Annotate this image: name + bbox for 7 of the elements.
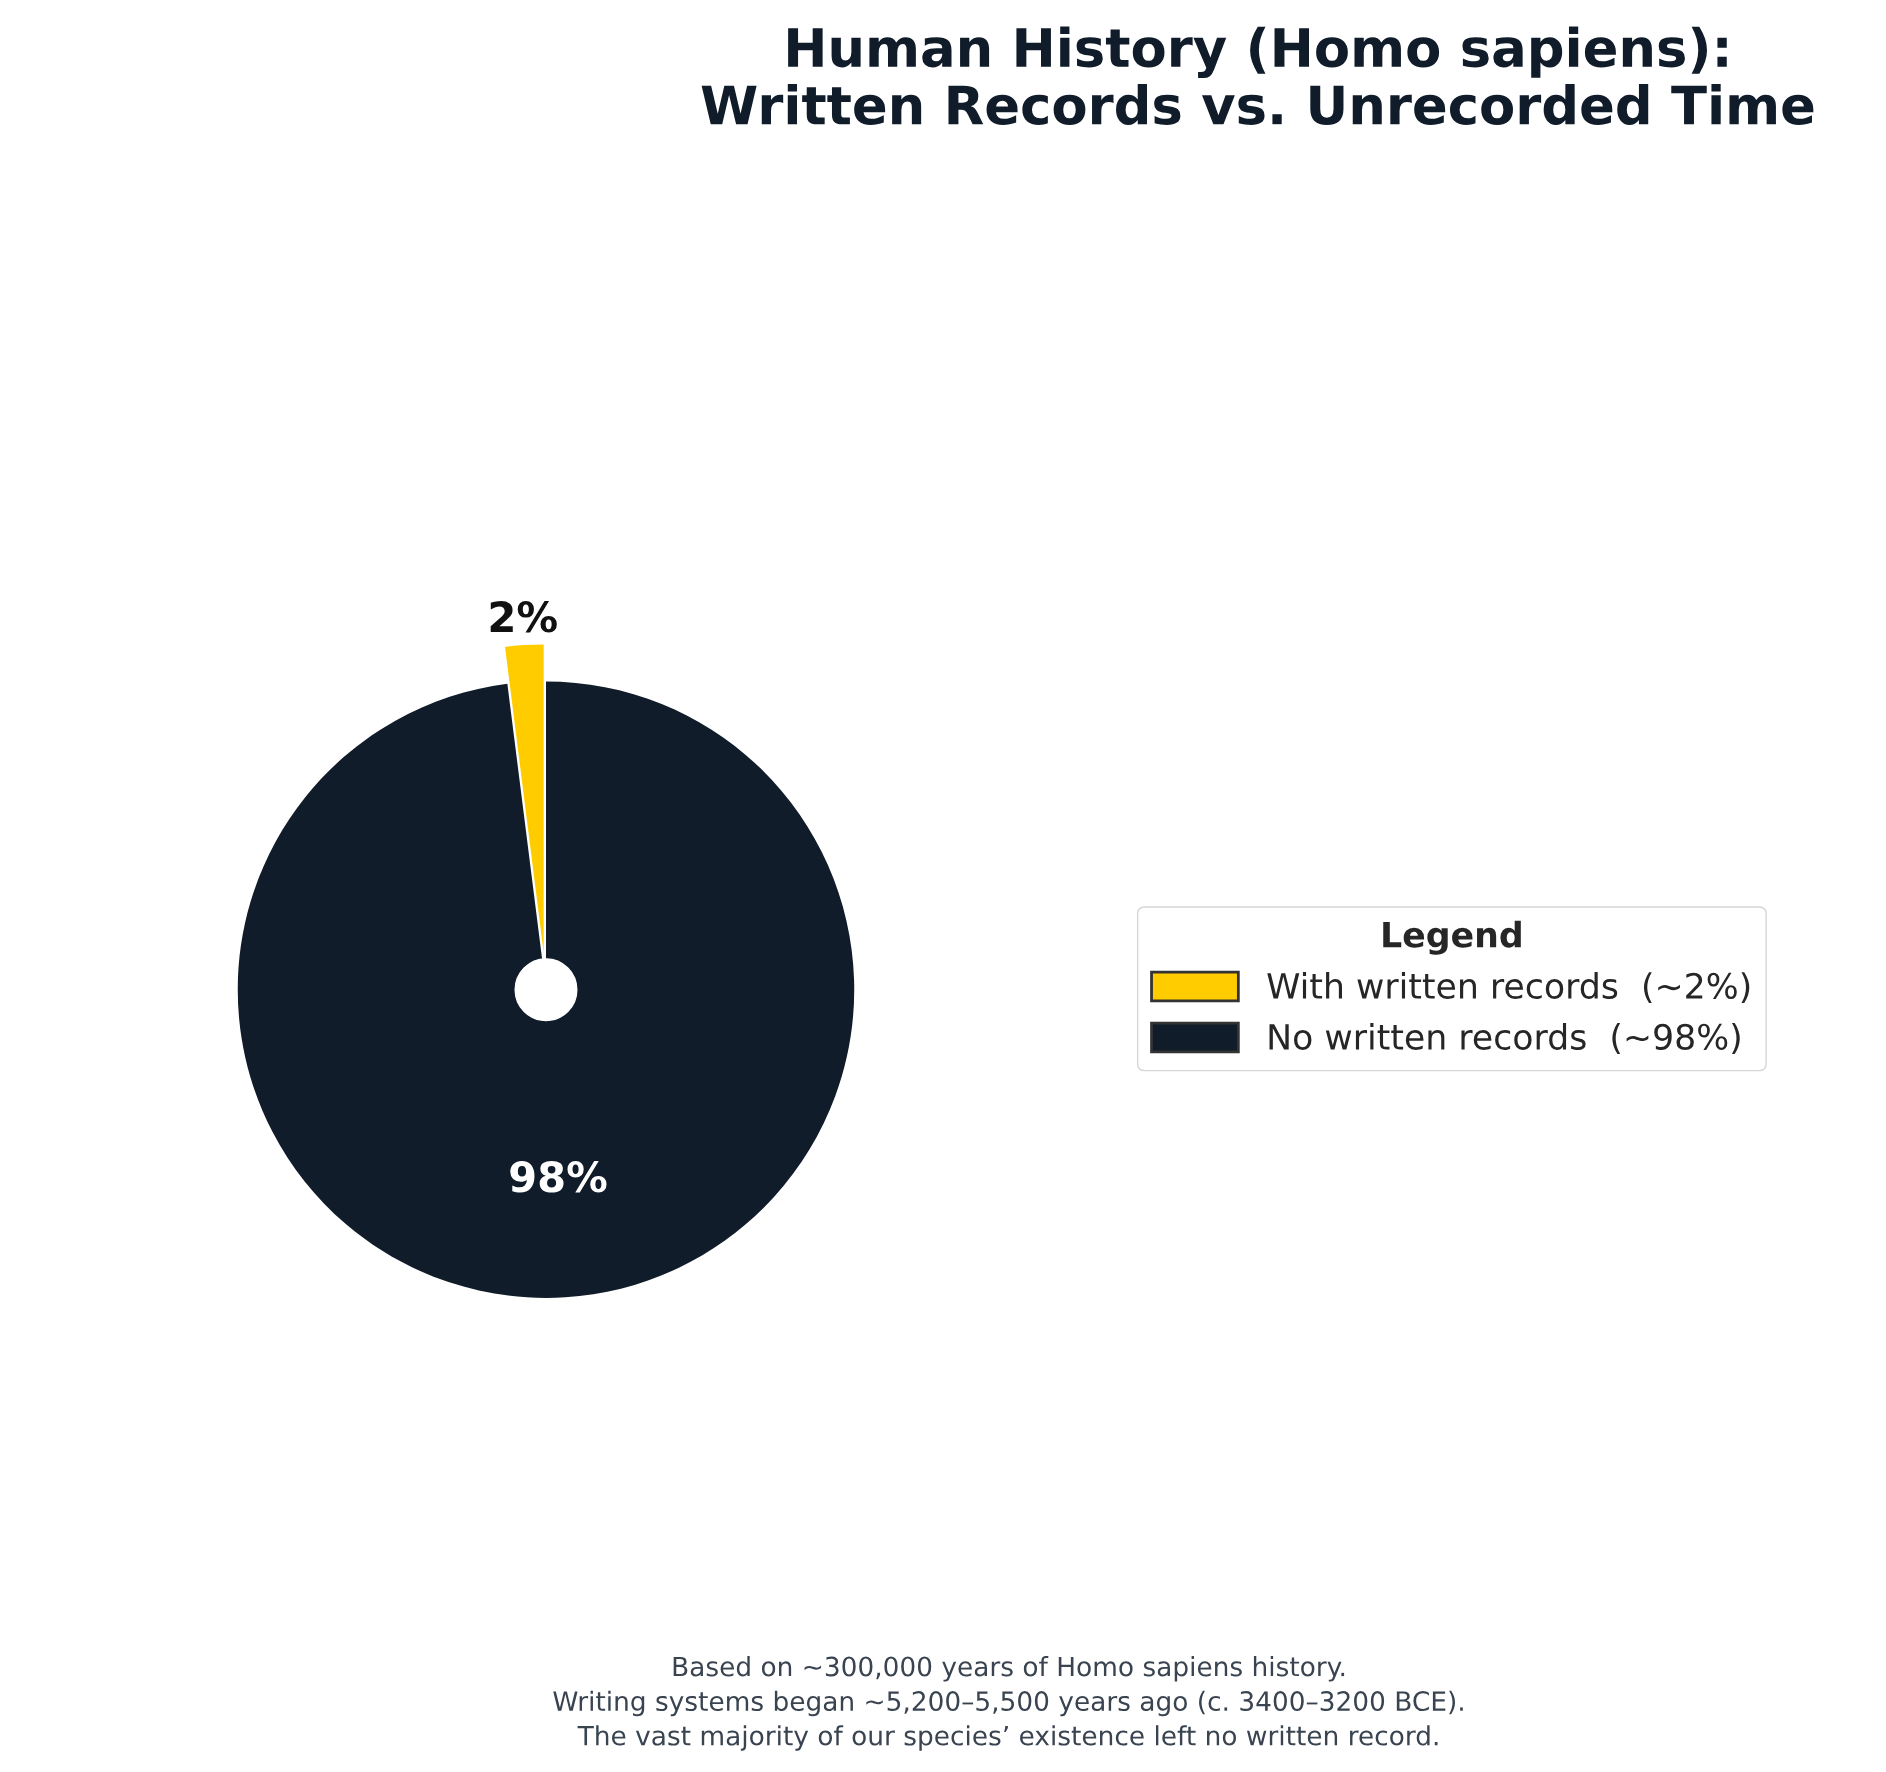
chart-title: Human History (Homo sapiens): Written Records vs. Unrecorded Time (701, 26, 1814, 125)
legend-label: With written records (~2%) (1267, 972, 1750, 1004)
data-label: 2% (490, 601, 557, 633)
legend-title: Legend (1383, 920, 1521, 955)
legend-label: No written records (~98%) (1269, 1023, 1740, 1055)
text: Based on ~300,000 years of Homo sapiens history. Writing systems began ~5,200–5,500 years ago (c. 3400–3200 BCE). The vast majority of our species’ existence left no written record. (553, 1656, 1463, 1751)
data-label: 98% (510, 1160, 607, 1193)
